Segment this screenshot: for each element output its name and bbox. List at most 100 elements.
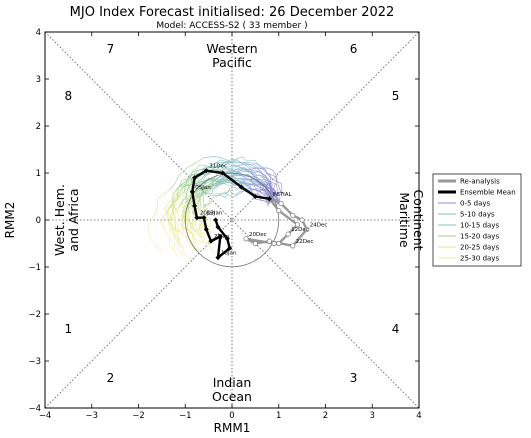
member-32-segment-2	[202, 156, 243, 161]
phase-label-1: 1	[65, 322, 73, 336]
member-25-segment-3	[178, 174, 197, 198]
unit-circle	[184, 172, 280, 268]
member-3-segment-5	[190, 222, 206, 237]
legend-label-7: 25-30 days	[460, 255, 499, 263]
series-0-point-9	[271, 240, 277, 247]
legend-label-6: 20-25 days	[460, 244, 499, 252]
phase-label-8: 8	[65, 89, 73, 103]
series-1-point-6	[189, 189, 195, 195]
series-0-point-4	[304, 226, 310, 232]
member-9-segment-1	[215, 161, 252, 174]
member-30-segment-5	[179, 226, 195, 252]
member-22-segment-2	[212, 188, 231, 199]
chart-subtitle: Model: ACCESS-S2 ( 33 member )	[156, 21, 307, 31]
series-1-point-2	[238, 184, 244, 190]
series-0-point-2	[290, 212, 296, 218]
member-29-segment-2	[216, 178, 239, 187]
legend-label-3: 5-10 days	[460, 211, 495, 219]
series-0-label-0: INITIAL	[272, 192, 292, 198]
member-27-segment-4	[172, 192, 181, 215]
member-22-segment-3	[204, 198, 213, 215]
series-0-point-8	[243, 236, 249, 242]
member-21-segment-3	[195, 187, 217, 192]
x-tick-label-8: 4	[416, 411, 421, 421]
y-tick-label-0: −4	[28, 404, 41, 414]
member-32-segment-5	[147, 217, 162, 252]
member-18-segment-4	[196, 193, 203, 217]
y-tick-label-6: 2	[36, 122, 41, 132]
x-tick-label-7: 3	[370, 411, 375, 421]
series-1-point-3	[220, 170, 226, 176]
member-5-segment-3	[203, 194, 216, 206]
member-3-segment-0	[252, 170, 273, 199]
series-0-point-1	[278, 200, 284, 207]
series-1-point-14	[227, 245, 233, 251]
x-tick-label-5: 1	[276, 411, 281, 421]
member-20-segment-0	[260, 175, 276, 200]
phase-labels: 1 2 3 4 5 6 7 8	[65, 42, 400, 385]
x-axis-label: RMM1	[214, 421, 251, 435]
member-25-segment-0	[259, 167, 278, 199]
member-14-segment-1	[241, 162, 270, 182]
series-layer: INITIAL 24Dec 22Dec 20Dec 12Dec 31Dec 05Jan 20J…	[189, 164, 328, 261]
member-32-segment-1	[242, 156, 267, 173]
member-25-segment-1	[218, 160, 261, 169]
member-20-segment-1	[239, 166, 261, 177]
member-29-segment-3	[196, 183, 217, 195]
x-tick-label-4: 0	[229, 411, 234, 421]
series-0-point-5	[290, 243, 296, 249]
region-left-line-0: West. Hem.	[52, 184, 67, 256]
member-13-segment-2	[205, 162, 237, 168]
member-15-segment-4	[202, 208, 210, 220]
phase-divider-lines	[44, 31, 420, 409]
series-0-label-4: 24Dec	[310, 222, 328, 228]
y-tick-label-4: 0	[36, 216, 41, 226]
member-19-segment-1	[250, 172, 271, 183]
member-28-segment-3	[199, 189, 211, 209]
member-5-segment-5	[202, 217, 210, 227]
phase-label-4: 4	[392, 322, 400, 336]
member-20-segment-2	[205, 167, 240, 177]
series-0-label-5: 22Dec	[296, 239, 314, 245]
series-1-label-9: 13Jan	[207, 211, 223, 217]
member-12-segment-4	[167, 191, 176, 223]
series-0-label-8: 20Dec	[249, 232, 267, 238]
legend-label-2: 0-5 days	[460, 200, 491, 208]
phase-label-3: 3	[350, 371, 358, 385]
series-1-point-15	[224, 236, 230, 242]
member-12-segment-2	[201, 159, 233, 173]
member-6-segment-1	[245, 174, 271, 187]
region-bottom-line-0: Indian	[213, 375, 252, 390]
member-30-segment-3	[184, 183, 196, 205]
y-axis-label: RMM2	[3, 202, 17, 239]
phase-label-2: 2	[107, 371, 115, 385]
region-top-line-1: Pacific	[212, 55, 252, 70]
series-1-label-8: 20Jan	[200, 211, 216, 217]
divider-line-0	[44, 31, 420, 409]
member-28-segment-4	[198, 207, 203, 223]
y-tick-label-3: −1	[28, 263, 41, 273]
x-tick-label-1: −3	[85, 411, 98, 421]
member-26-segment-0	[245, 167, 271, 199]
series-1-point-17	[213, 217, 219, 223]
member-31-segment-4	[187, 211, 195, 230]
series-1-point-9	[201, 215, 207, 221]
member-1-segment-4	[163, 188, 179, 214]
member-10-segment-0	[257, 193, 270, 205]
member-31-segment-1	[219, 180, 244, 185]
member-12-segment-1	[232, 159, 266, 170]
series-1-point-16	[215, 224, 221, 230]
member-32-segment-0	[265, 172, 284, 200]
chart-title: MJO Index Forecast initialised: 26 Decem…	[70, 5, 395, 20]
series-1-label-6: 05Jan	[195, 185, 211, 191]
member-28-segment-5	[200, 221, 213, 234]
member-15-segment-2	[211, 180, 230, 195]
series-1-point-10	[203, 226, 209, 232]
series-1-label-13: 18Jan	[221, 251, 237, 257]
series-0-point-10	[276, 240, 282, 247]
series-0-point-6	[266, 238, 272, 244]
member-32-segment-3	[169, 157, 204, 191]
member-31-segment-0	[243, 181, 270, 200]
member-15-segment-3	[203, 193, 212, 209]
